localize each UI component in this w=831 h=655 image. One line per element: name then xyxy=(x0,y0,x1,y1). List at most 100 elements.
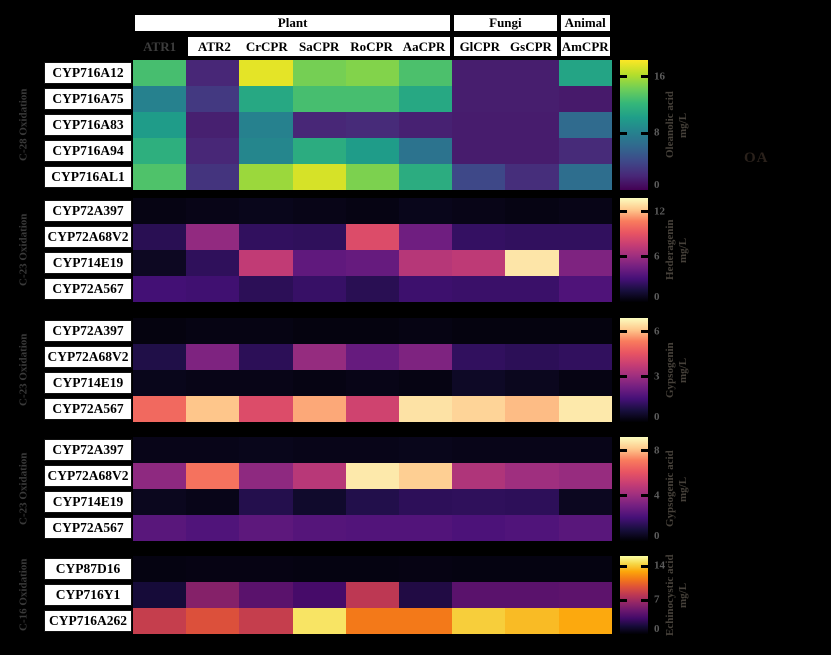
heatmap-cell xyxy=(292,224,346,250)
heatmap-cell xyxy=(558,112,612,138)
heatmap-cell xyxy=(558,224,612,250)
colorbar-tick xyxy=(620,564,627,568)
heatmap-cell xyxy=(452,437,506,463)
heatmap-cell xyxy=(558,276,612,302)
column-header-segment: ATR1 xyxy=(133,35,187,58)
heatmap-cell xyxy=(505,318,559,344)
heatmap-cell xyxy=(398,86,453,112)
heatmap-cell xyxy=(452,515,506,541)
colorbar-tick xyxy=(620,330,627,334)
heatmap-cell xyxy=(505,250,559,276)
heatmap-cell xyxy=(398,515,453,541)
heatmap-cell xyxy=(186,608,240,634)
heatmap-cell xyxy=(186,463,240,489)
heatmap-cell xyxy=(345,198,399,224)
heatmap-cell xyxy=(186,276,240,302)
heatmap-cell xyxy=(398,370,453,396)
row-label: CYP716A75 xyxy=(44,88,132,110)
colorbar xyxy=(620,198,648,302)
column-header-amcpr: AmCPR xyxy=(561,38,609,54)
colorbar-tick xyxy=(641,330,648,334)
heatmap-cell xyxy=(398,582,453,608)
heatmap-cell xyxy=(292,489,346,515)
heatmap-cell xyxy=(133,224,187,250)
colorbar-tick-label: 0 xyxy=(654,623,660,636)
heatmap-cell xyxy=(133,489,187,515)
heatmap-cell xyxy=(558,198,612,224)
heatmap-cell xyxy=(505,515,559,541)
heatmap-cell xyxy=(186,489,240,515)
heatmap-cell xyxy=(133,276,187,302)
heatmap-cell xyxy=(345,318,399,344)
heatmap-cell xyxy=(292,582,346,608)
heatmap-cell xyxy=(186,437,240,463)
heatmap-panel xyxy=(133,437,612,541)
heatmap-cell xyxy=(186,582,240,608)
row-label: CYP72A397 xyxy=(44,200,132,222)
heatmap-cell xyxy=(345,86,399,112)
colorbar-tick xyxy=(641,75,648,79)
heatmap-cell xyxy=(398,318,453,344)
colorbar-tick xyxy=(641,255,648,259)
heatmap-cell xyxy=(505,86,559,112)
heatmap-cell xyxy=(133,370,187,396)
heatmap-cell xyxy=(345,582,399,608)
heatmap-cell xyxy=(398,489,453,515)
heatmap-cell xyxy=(186,344,240,370)
heatmap-cell xyxy=(558,370,612,396)
group-header-fungi: Fungi xyxy=(452,13,559,33)
heatmap-cell xyxy=(452,224,506,250)
colorbar-tick xyxy=(641,564,648,568)
heatmap-cell xyxy=(452,463,506,489)
heatmap-cell xyxy=(292,463,346,489)
heatmap-cell xyxy=(186,250,240,276)
heatmap-cell xyxy=(186,556,240,582)
heatmap-cell xyxy=(186,164,240,190)
heatmap-cell xyxy=(452,344,506,370)
heatmap-cell xyxy=(239,164,293,190)
heatmap-cell xyxy=(292,138,346,164)
row-label: CYP72A567 xyxy=(44,398,132,420)
heatmap-cell xyxy=(452,396,506,422)
heatmap-cell xyxy=(398,556,453,582)
heatmap-cell xyxy=(186,396,240,422)
heatmap-cell xyxy=(398,463,453,489)
heatmap-cell xyxy=(133,437,187,463)
heatmap-cell xyxy=(186,86,240,112)
heatmap-cell xyxy=(398,60,453,86)
heatmap-cell xyxy=(398,396,453,422)
row-label: CYP87D16 xyxy=(44,558,132,580)
heatmap-cell xyxy=(345,489,399,515)
heatmap-cell xyxy=(239,86,293,112)
heatmap-cell xyxy=(292,370,346,396)
reaction-label: C-28 Oxidation xyxy=(17,88,30,162)
heatmap-cell xyxy=(239,582,293,608)
heatmap-cell xyxy=(133,396,187,422)
heatmap-cell xyxy=(452,86,506,112)
heatmap-cell xyxy=(505,344,559,370)
heatmap-panel xyxy=(133,318,612,422)
colorbar-axis-label: Echinocystic acid mg/L xyxy=(664,554,689,636)
heatmap-cell xyxy=(133,112,187,138)
colorbar xyxy=(620,437,648,541)
heatmap-cell xyxy=(452,138,506,164)
heatmap-cell xyxy=(505,463,559,489)
colorbar-tick xyxy=(641,494,648,498)
colorbar-tick-label: 3 xyxy=(654,370,660,383)
row-label: CYP716A83 xyxy=(44,114,132,136)
heatmap-cell xyxy=(505,608,559,634)
colorbar-tick xyxy=(620,375,627,379)
group-header-plant: Plant xyxy=(133,13,453,33)
row-label: CYP714E19 xyxy=(44,252,132,274)
colorbar-tick xyxy=(620,598,627,602)
heatmap-cell xyxy=(452,60,506,86)
colorbar-tick xyxy=(620,210,627,214)
row-label: CYP72A68V2 xyxy=(44,226,132,248)
heatmap-cell xyxy=(398,198,453,224)
row-label: CYP714E19 xyxy=(44,372,132,394)
heatmap-cell xyxy=(133,608,187,634)
colorbar xyxy=(620,60,648,190)
colorbar-tick xyxy=(620,131,627,135)
colorbar-tick-label: 7 xyxy=(654,593,660,606)
heatmap-panel xyxy=(133,60,612,190)
